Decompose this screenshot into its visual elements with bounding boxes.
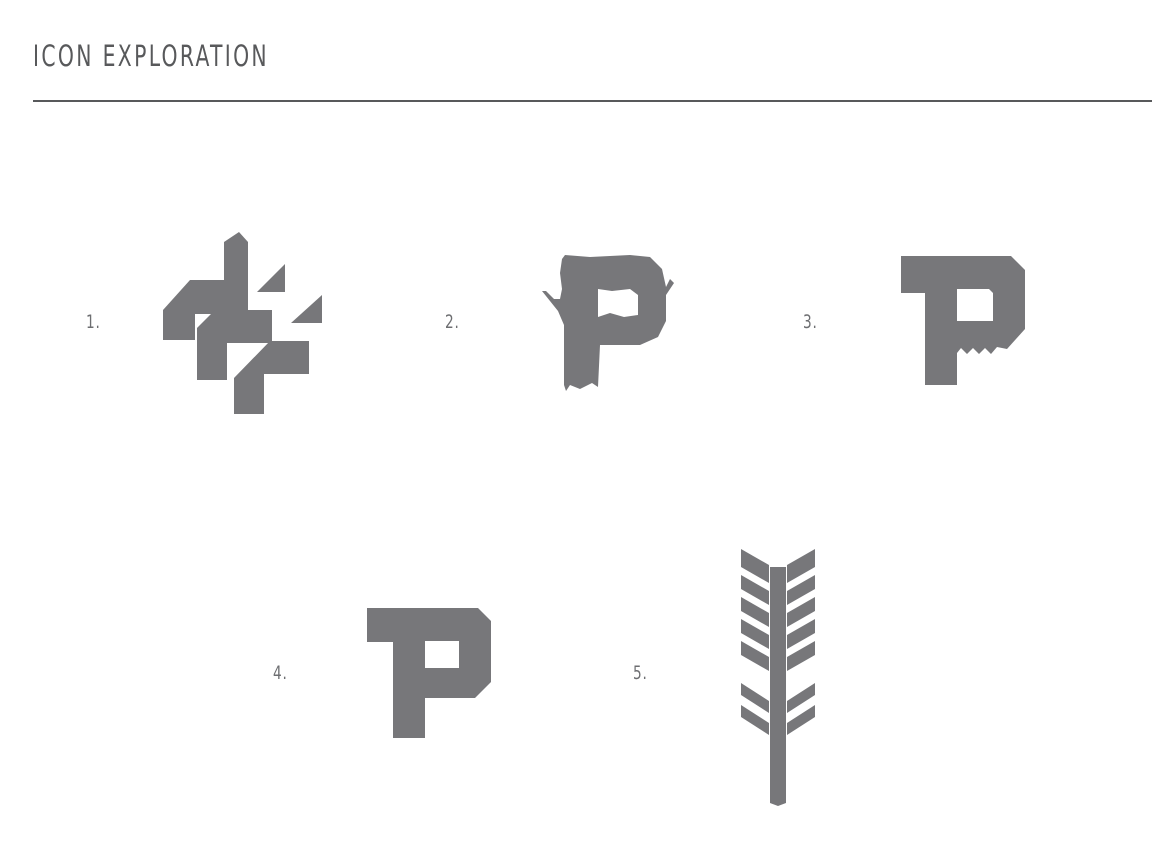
saw-p-icon [895,253,1029,390]
hammer-p-icon [363,606,495,743]
icon-number-4: 4. [273,662,288,684]
title-divider [33,100,1152,102]
interlocking-p-lattice-icon [160,230,325,416]
wheat-stalk-icon [737,543,819,807]
icon-number-5: 5. [633,662,648,684]
tree-trunk-p-icon [540,249,676,393]
icon-number-2: 2. [445,311,460,333]
icon-number-3: 3. [803,311,818,333]
page-title: ICON EXPLORATION [33,39,269,73]
icon-number-1: 1. [86,311,101,333]
